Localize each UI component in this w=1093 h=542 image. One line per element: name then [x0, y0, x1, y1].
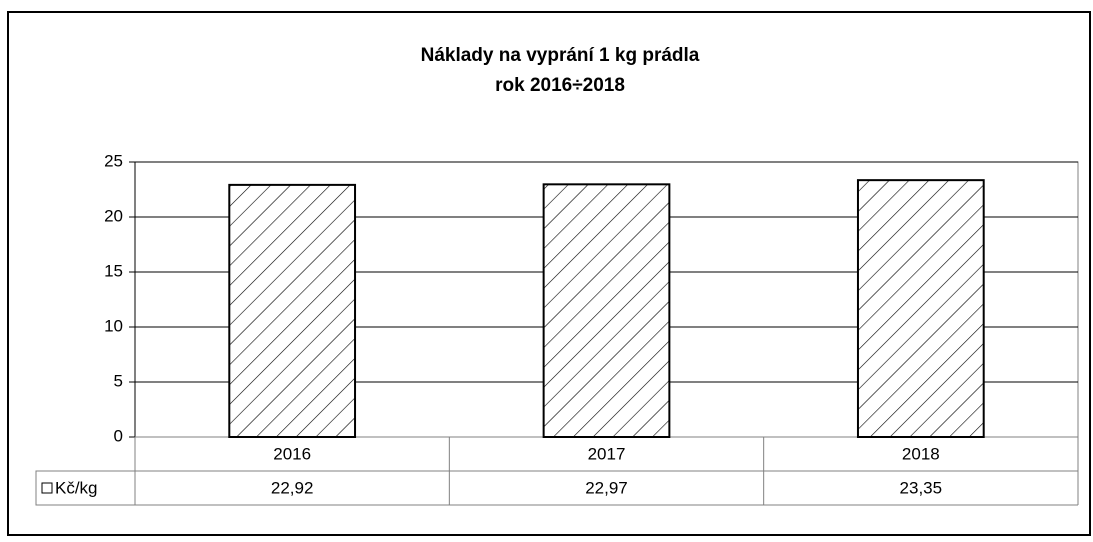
bar [228, 183, 357, 438]
y-tick-label: 0 [114, 426, 123, 445]
y-tick-label: 10 [104, 316, 123, 335]
legend-key [41, 482, 53, 494]
chart-subtitle: rok 2016÷2018 [495, 75, 625, 96]
x-tick-label: 2017 [588, 444, 626, 463]
bar [542, 183, 671, 438]
legend-label: Kč/kg [55, 478, 98, 497]
chart-title: Náklady na vyprání 1 kg prádla [421, 45, 700, 66]
y-tick-label: 15 [104, 261, 123, 280]
y-tick-label: 5 [114, 371, 123, 390]
data-table-value: 23,35 [900, 478, 943, 497]
y-tick-label: 20 [104, 206, 123, 225]
y-tick-label: 25 [104, 151, 123, 170]
data-table-value: 22,97 [585, 478, 628, 497]
data-table-value: 22,92 [271, 478, 314, 497]
bar [856, 179, 985, 438]
x-tick-label: 2016 [273, 444, 311, 463]
x-tick-label: 2018 [902, 444, 940, 463]
